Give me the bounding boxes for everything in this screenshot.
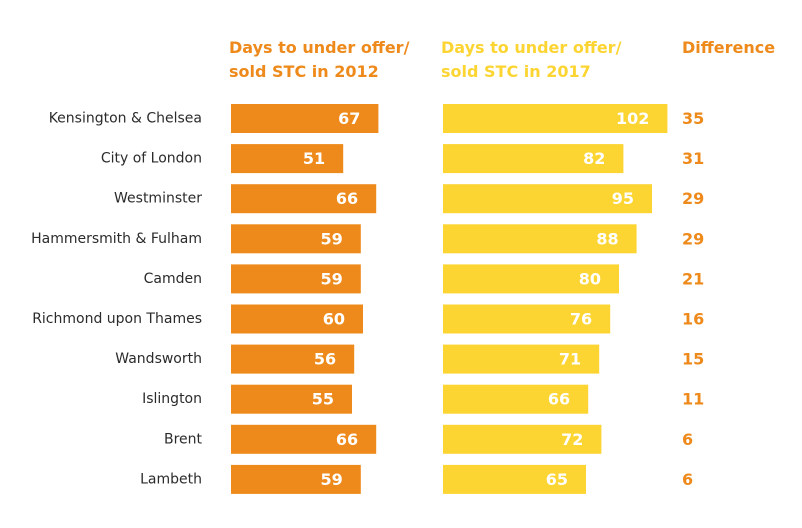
bar-2017-value: 65 bbox=[546, 470, 568, 489]
bar-2012-value: 59 bbox=[321, 269, 343, 288]
bar-2012 bbox=[231, 464, 361, 494]
bar-2017-value: 82 bbox=[583, 149, 605, 168]
bar-2017 bbox=[443, 304, 611, 334]
bar-2017-value: 76 bbox=[570, 310, 592, 329]
difference-value: 6 bbox=[682, 470, 693, 489]
category-label: Brent bbox=[164, 431, 203, 447]
category-label: Westminster bbox=[114, 191, 202, 207]
header-2012: Days to under offer/ sold STC in 2012 bbox=[229, 38, 410, 81]
bar-2012-value: 51 bbox=[303, 149, 325, 168]
bar-2017 bbox=[443, 264, 619, 294]
bar-2017 bbox=[443, 464, 586, 494]
bar-2012-value: 59 bbox=[321, 470, 343, 489]
bar-2012-value: 67 bbox=[338, 109, 360, 128]
bar-2017-value: 72 bbox=[561, 430, 583, 449]
difference-value: 21 bbox=[682, 269, 704, 288]
bar-2012-value: 66 bbox=[336, 430, 358, 449]
bar-2012-value: 56 bbox=[314, 350, 336, 369]
bar-2012 bbox=[231, 384, 352, 414]
difference-value: 16 bbox=[682, 310, 704, 329]
bar-2012-value: 55 bbox=[312, 390, 334, 409]
bar-2012-value: 59 bbox=[321, 229, 343, 248]
bar-2012 bbox=[231, 224, 361, 254]
bar-2017-value: 80 bbox=[579, 269, 601, 288]
header-difference: Difference bbox=[682, 38, 776, 57]
category-label: Richmond upon Thames bbox=[32, 311, 202, 327]
bar-2017-value: 95 bbox=[612, 189, 634, 208]
category-label: Wandsworth bbox=[115, 351, 202, 367]
bar-2017 bbox=[443, 424, 602, 454]
bar-2012 bbox=[231, 344, 355, 374]
bar-2017-value: 71 bbox=[559, 350, 581, 369]
category-label: Kensington & Chelsea bbox=[49, 111, 202, 127]
bar-2012-value: 66 bbox=[336, 189, 358, 208]
difference-value: 11 bbox=[682, 390, 704, 409]
bar-2017 bbox=[443, 384, 589, 414]
bar-2012 bbox=[231, 104, 379, 133]
header-2017: Days to under offer/ sold STC in 2017 bbox=[441, 38, 622, 81]
category-label: Hammersmith & Fulham bbox=[31, 231, 202, 247]
bar-2012 bbox=[231, 304, 363, 334]
category-label: Islington bbox=[142, 391, 202, 407]
difference-value: 15 bbox=[682, 350, 704, 369]
difference-value: 31 bbox=[682, 149, 704, 168]
difference-value: 6 bbox=[682, 430, 693, 449]
bar-2017 bbox=[443, 144, 624, 174]
bar-2012 bbox=[231, 264, 361, 294]
category-label: Camden bbox=[144, 271, 202, 287]
bar-2012 bbox=[231, 424, 377, 454]
bar-2017 bbox=[443, 184, 652, 214]
bar-2017-value: 66 bbox=[548, 390, 570, 409]
bar-2012-value: 60 bbox=[323, 310, 345, 329]
category-label: City of London bbox=[101, 151, 202, 167]
bar-2017 bbox=[443, 224, 637, 254]
bar-2017 bbox=[443, 104, 668, 133]
bar-2012 bbox=[231, 144, 344, 174]
bar-2012 bbox=[231, 184, 377, 214]
bar-2017-value: 88 bbox=[596, 229, 618, 248]
difference-value: 29 bbox=[682, 229, 704, 248]
difference-value: 35 bbox=[682, 109, 704, 128]
category-label: Lambeth bbox=[140, 471, 202, 487]
bar-2017 bbox=[443, 344, 600, 374]
difference-value: 29 bbox=[682, 189, 704, 208]
bar-2017-value: 102 bbox=[616, 109, 649, 128]
